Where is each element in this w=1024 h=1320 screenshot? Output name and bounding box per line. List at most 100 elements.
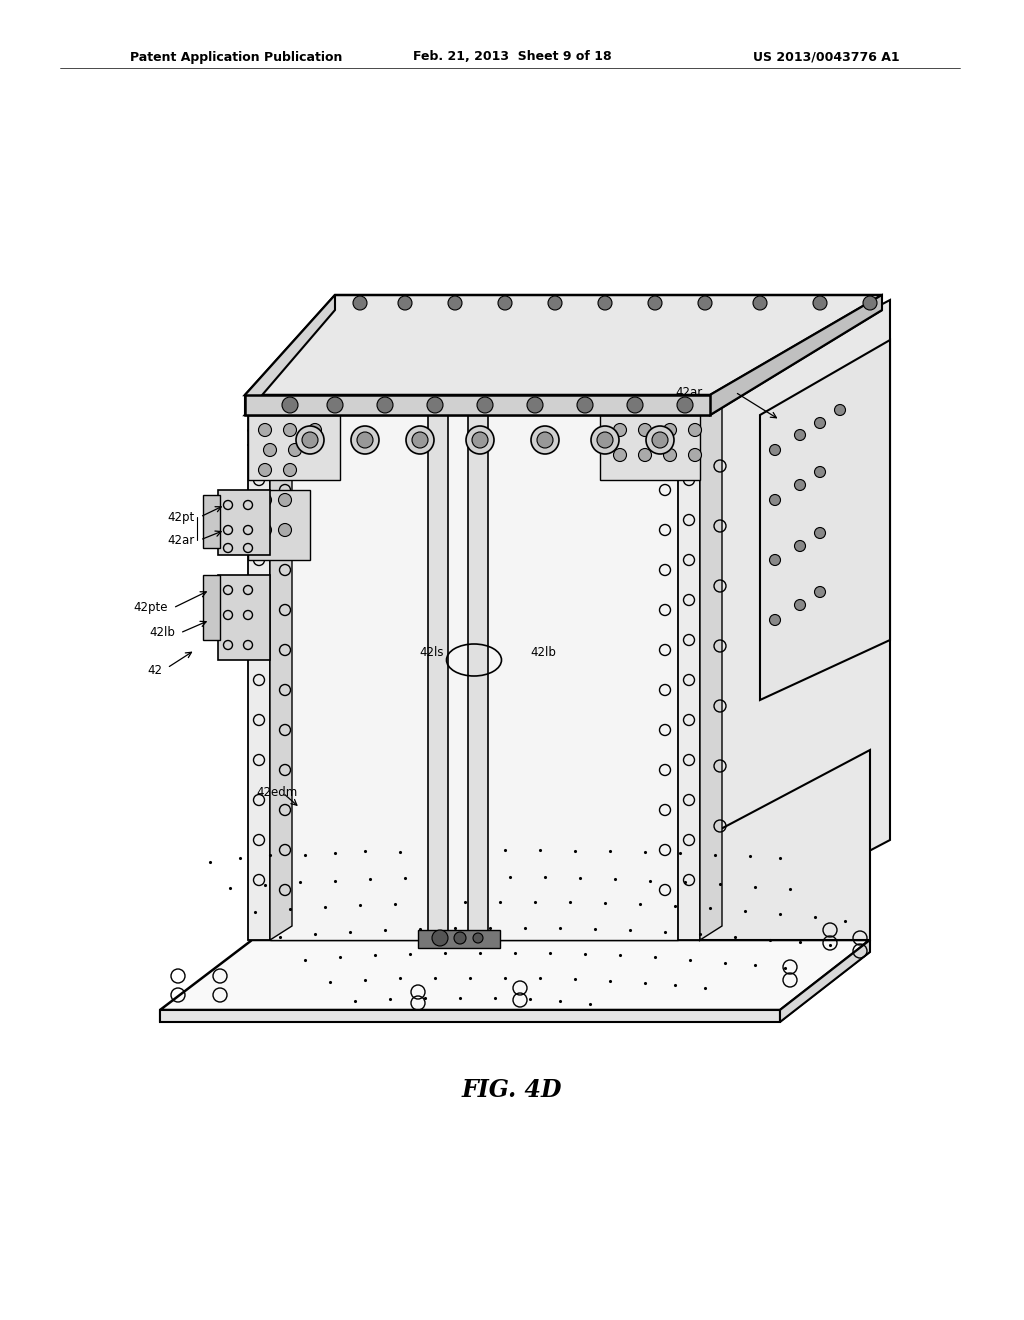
Circle shape — [646, 426, 674, 454]
Polygon shape — [203, 495, 220, 548]
Circle shape — [639, 449, 651, 462]
Polygon shape — [710, 294, 882, 414]
Text: 42pt: 42pt — [168, 511, 195, 524]
Circle shape — [814, 466, 825, 478]
Text: FIG. 4D: FIG. 4D — [462, 1078, 562, 1102]
Circle shape — [296, 426, 324, 454]
Polygon shape — [245, 310, 882, 414]
Circle shape — [412, 432, 428, 447]
Circle shape — [639, 424, 651, 437]
Circle shape — [498, 296, 512, 310]
Text: Patent Application Publication: Patent Application Publication — [130, 50, 342, 63]
Circle shape — [377, 397, 393, 413]
Polygon shape — [203, 576, 220, 640]
Circle shape — [613, 449, 627, 462]
Polygon shape — [160, 1010, 780, 1022]
Polygon shape — [270, 400, 678, 940]
Circle shape — [613, 424, 627, 437]
Polygon shape — [700, 385, 722, 940]
Polygon shape — [160, 940, 870, 1010]
Circle shape — [688, 424, 701, 437]
Circle shape — [449, 296, 462, 310]
Polygon shape — [700, 750, 870, 940]
Circle shape — [282, 397, 298, 413]
Circle shape — [769, 615, 780, 626]
Circle shape — [664, 449, 677, 462]
Polygon shape — [248, 490, 310, 560]
Circle shape — [258, 524, 271, 536]
Circle shape — [258, 463, 271, 477]
Circle shape — [814, 586, 825, 598]
Circle shape — [591, 426, 618, 454]
Circle shape — [279, 494, 292, 507]
Polygon shape — [245, 294, 335, 414]
Circle shape — [284, 463, 297, 477]
Polygon shape — [218, 490, 270, 554]
Circle shape — [327, 397, 343, 413]
Circle shape — [627, 397, 643, 413]
Polygon shape — [678, 400, 700, 940]
Circle shape — [351, 426, 379, 454]
Circle shape — [814, 417, 825, 429]
Circle shape — [454, 932, 466, 944]
Text: 42ar: 42ar — [168, 533, 195, 546]
Circle shape — [473, 933, 483, 942]
Circle shape — [427, 397, 443, 413]
Circle shape — [302, 432, 318, 447]
Circle shape — [289, 444, 301, 457]
Text: 42lb: 42lb — [150, 627, 175, 639]
Circle shape — [466, 426, 494, 454]
Circle shape — [308, 424, 322, 437]
Polygon shape — [418, 931, 500, 948]
Polygon shape — [700, 300, 890, 940]
Circle shape — [769, 495, 780, 506]
Polygon shape — [248, 414, 340, 480]
Polygon shape — [600, 414, 700, 480]
Circle shape — [677, 397, 693, 413]
Circle shape — [398, 296, 412, 310]
Circle shape — [795, 479, 806, 491]
Circle shape — [258, 424, 271, 437]
Text: 42ls: 42ls — [420, 647, 444, 660]
Circle shape — [263, 444, 276, 457]
Polygon shape — [248, 400, 270, 940]
Circle shape — [527, 397, 543, 413]
Circle shape — [472, 432, 488, 447]
Polygon shape — [160, 952, 870, 1022]
Circle shape — [357, 432, 373, 447]
Circle shape — [652, 432, 668, 447]
Text: 42ar: 42ar — [675, 385, 702, 399]
Text: 42: 42 — [147, 664, 162, 676]
Circle shape — [769, 445, 780, 455]
Text: 42lb: 42lb — [530, 647, 556, 660]
Circle shape — [548, 296, 562, 310]
Circle shape — [531, 426, 559, 454]
Circle shape — [477, 397, 493, 413]
Circle shape — [284, 424, 297, 437]
Circle shape — [795, 599, 806, 610]
Text: US 2013/0043776 A1: US 2013/0043776 A1 — [754, 50, 900, 63]
Circle shape — [698, 296, 712, 310]
Circle shape — [835, 404, 846, 416]
Circle shape — [863, 296, 877, 310]
Circle shape — [648, 296, 662, 310]
Polygon shape — [428, 411, 449, 940]
Polygon shape — [780, 940, 870, 1022]
Polygon shape — [468, 411, 488, 940]
Circle shape — [688, 449, 701, 462]
Polygon shape — [245, 294, 882, 395]
Circle shape — [597, 432, 613, 447]
Polygon shape — [218, 576, 270, 660]
Circle shape — [813, 296, 827, 310]
Text: Feb. 21, 2013  Sheet 9 of 18: Feb. 21, 2013 Sheet 9 of 18 — [413, 50, 611, 63]
Circle shape — [406, 426, 434, 454]
Circle shape — [753, 296, 767, 310]
Text: 42edm: 42edm — [256, 787, 297, 800]
Polygon shape — [270, 385, 292, 940]
Circle shape — [432, 931, 449, 946]
Circle shape — [279, 524, 292, 536]
Circle shape — [258, 494, 271, 507]
Text: 42pte: 42pte — [133, 602, 168, 615]
Circle shape — [577, 397, 593, 413]
Circle shape — [795, 540, 806, 552]
